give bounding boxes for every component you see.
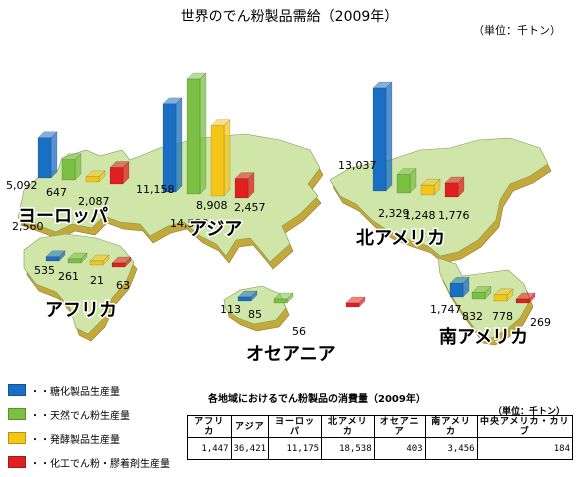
legend-swatch-sugar (8, 384, 26, 396)
table-header: オセアニア (373, 415, 426, 438)
bar-region2-series2 (420, 178, 441, 196)
legend-item-natural: ・・天然でん粉生産量 (8, 402, 188, 426)
legend-swatch-fermented (8, 432, 26, 444)
bar-region3-series3 (111, 256, 132, 268)
bar-value-label: 832 (462, 310, 483, 323)
bar-value-label: 14,558 (170, 217, 209, 230)
bar-region3-series1 (67, 252, 88, 264)
unit-label: （単位：千トン） (473, 24, 561, 37)
legend-swatch-chemical (8, 456, 26, 468)
bar-value-label: 63 (116, 279, 130, 292)
region-name-label: アフリカ (45, 300, 117, 321)
region-name-label: オセアニア (246, 344, 336, 365)
bar-value-label: 21 (90, 274, 104, 287)
table-cell: 1,447 (187, 437, 232, 460)
region-name-label: ヨーロッパ (18, 206, 108, 227)
legend-label-fermented: ・・発酵製品生産量 (30, 434, 120, 446)
region-name-label: 北アメリカ (356, 228, 445, 249)
bar-region5-series1 (471, 285, 492, 300)
bar-value-label: 535 (34, 264, 55, 277)
bar-region3-series2 (89, 254, 110, 266)
bar-value-label: 1,248 (404, 209, 436, 222)
region-name-label: 南アメリカ (439, 326, 528, 348)
bar-value-label: 2,087 (78, 195, 110, 208)
bar-region0-series2 (85, 170, 106, 183)
bar-marks (37, 72, 536, 308)
bar-region1-series1 (186, 72, 207, 195)
table-cell: 3,456 (424, 437, 478, 460)
table-unit: （単位：千トン） (492, 407, 565, 417)
bar-region4-series0 (237, 290, 258, 302)
bar-value-label: 11,158 (136, 183, 175, 196)
bar-region5-series0 (449, 276, 470, 298)
land-shape (17, 133, 321, 263)
table-title: 各地域におけるでん粉製品の消費量（2009年） (208, 394, 426, 405)
bar-region0-series1 (61, 153, 82, 181)
legend-item-sugar: ・・糖化製品生産量 (8, 378, 188, 402)
bar-value-label: 85 (248, 308, 262, 321)
bar-value-label: 778 (492, 310, 513, 323)
legend-label-sugar: ・・糖化製品生産量 (30, 386, 120, 398)
chart-title: 世界のでん粉製品需給（2009年） (180, 9, 399, 25)
bar-region2-series0 (372, 81, 393, 192)
bar-value-label: 2,329 (378, 207, 410, 220)
legend-label-natural: ・・天然でん粉生産量 (30, 410, 130, 422)
legend-swatch-natural (8, 408, 26, 420)
bar-value-label: 13,037 (338, 159, 377, 172)
bar-region4-series1 (273, 292, 294, 304)
bar-region2-series3 (444, 176, 465, 198)
consumption-table: アフリカ アジア ヨーロッパ 北アメリカ オセアニア 南アメリカ 中央アメリカ・… (187, 415, 574, 460)
bar-value-label: 8,908 (196, 199, 228, 212)
table-row: 1,447 36,421 11,175 18,538 403 3,456 184 (187, 437, 574, 460)
table-cell: 36,421 (230, 437, 270, 460)
table-cell: 11,175 (268, 437, 323, 460)
table-header: アフリカ (187, 415, 232, 438)
bar-region1-series3 (234, 172, 255, 199)
legend-item-chemical: ・・化工でん粉・膠着剤生産量 (8, 450, 188, 474)
table-cell: 403 (373, 437, 426, 460)
bar-value-label: 269 (530, 316, 551, 329)
table-header: ヨーロッパ (268, 415, 323, 438)
table-header: アジア (230, 415, 270, 438)
table-header-row: アフリカ アジア ヨーロッパ 北アメリカ オセアニア 南アメリカ 中央アメリカ・… (187, 415, 574, 438)
bar-region2-series1 (396, 168, 417, 194)
legend: ・・糖化製品生産量 ・・天然でん粉生産量 ・・発酵製品生産量 ・・化工でん粉・膠… (8, 378, 188, 474)
bar-region1-series0 (162, 97, 183, 193)
bar-value-label: 1,747 (430, 303, 462, 316)
bar-value-label: 647 (46, 186, 67, 199)
bar-region5-series2 (493, 288, 514, 302)
bar-region3-series0 (45, 250, 66, 262)
value-labels: 5,092 2,560 647 2,087 11,158 14,558 8,908 2,457… (6, 159, 551, 338)
table-header: 北アメリカ (321, 415, 375, 438)
bar-region5-series3 (515, 292, 536, 304)
table-header: 中央アメリカ・カリブ (476, 415, 574, 438)
legend-item-fermented: ・・発酵製品生産量 (8, 426, 188, 450)
bar-value-label: 1,776 (438, 209, 470, 222)
bar-value-label: 2,560 (12, 220, 44, 233)
bar-region4-series3 (345, 296, 366, 308)
table-cell: 18,538 (321, 437, 375, 460)
bar-region1-series2 (210, 119, 231, 197)
table-cell: 184 (476, 437, 574, 460)
table-header: 南アメリカ (424, 415, 478, 438)
legend-label-chemical: ・・化工でん粉・膠着剤生産量 (30, 458, 170, 470)
bar-value-label: 5,092 (6, 179, 38, 192)
bar-region0-series0 (37, 131, 58, 179)
bar-value-label: 2,457 (234, 201, 266, 214)
bar-region0-series3 (109, 161, 130, 185)
bar-value-label: 113 (220, 303, 241, 316)
bar-value-label: 261 (58, 270, 79, 283)
bar-value-label: 56 (292, 325, 306, 338)
region-name-label: アジア (189, 219, 242, 240)
